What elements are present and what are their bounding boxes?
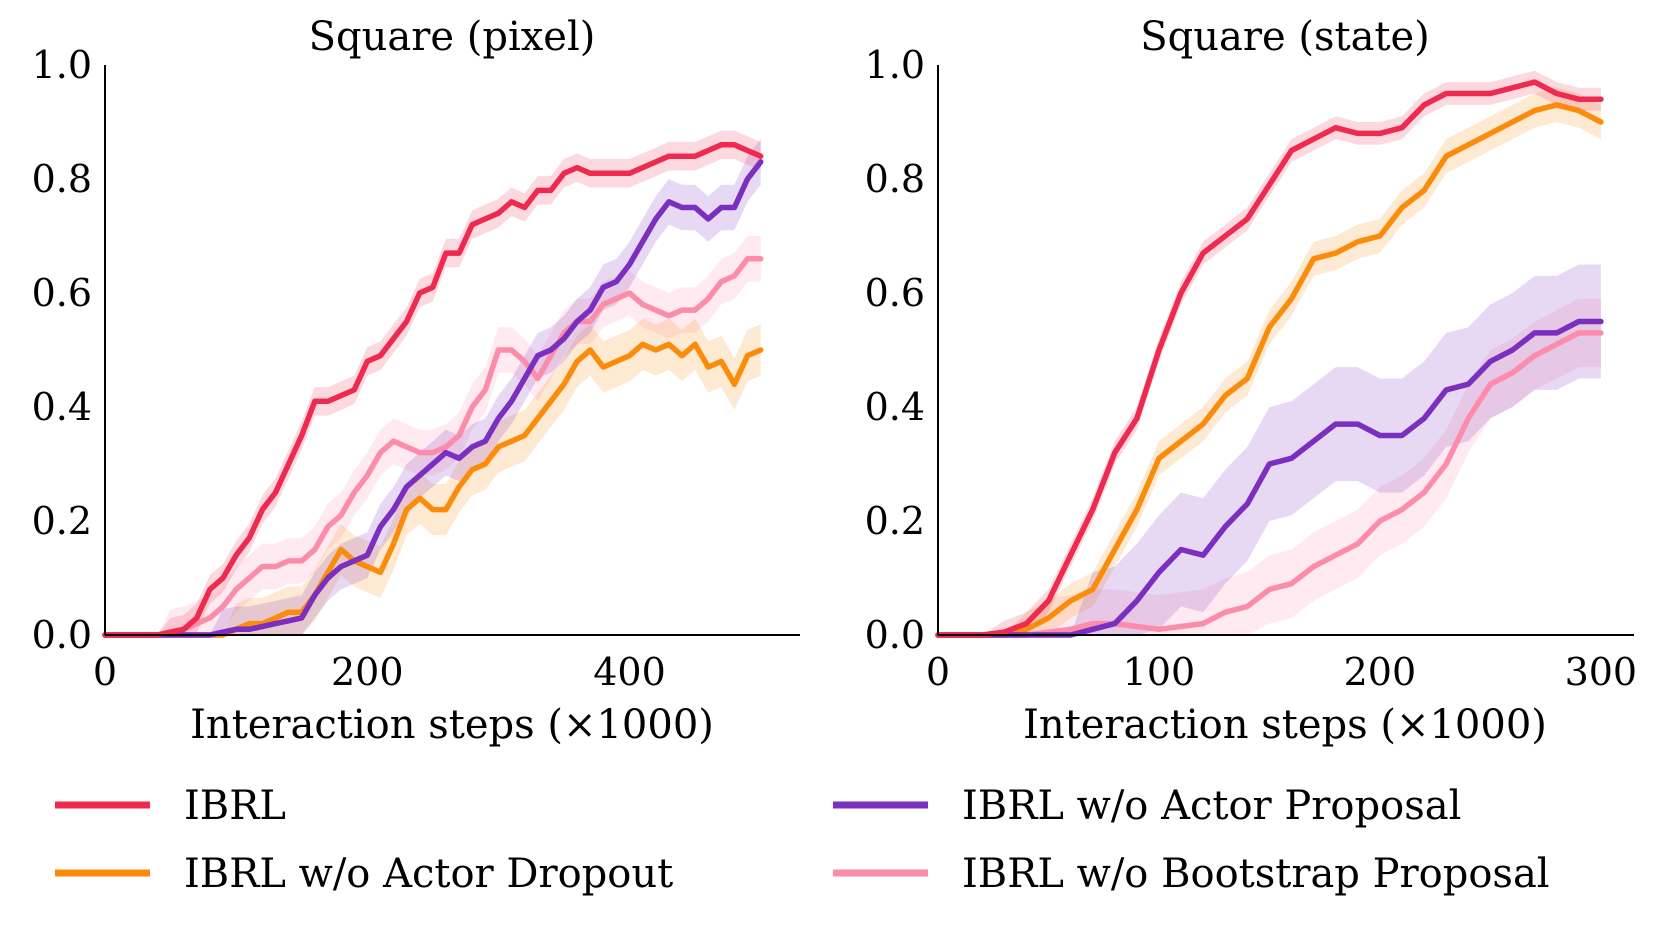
y-tick-label-pixel: 0.4 <box>32 385 92 429</box>
legend-label-actor-proposal: IBRL w/o Actor Proposal <box>962 783 1461 829</box>
line-ibrl-w-o-bootstrap-proposal-state <box>935 330 1604 638</box>
line-ibrl-w-o-bootstrap-proposal-pixel <box>102 256 764 638</box>
y-tick-label-state: 1.0 <box>865 43 925 87</box>
band-ibrl-w-o-actor-dropout-pixel <box>105 318 761 635</box>
x-axis-label-pixel: Interaction steps (×1000) <box>190 702 714 748</box>
x-tick-label-pixel: 200 <box>331 650 404 694</box>
x-tick-label-pixel: 0 <box>93 650 117 694</box>
line-ibrl-state <box>935 79 1604 638</box>
panel-square-pixel: Square (pixel) 0.0 0.2 0.4 0.6 0.8 1.0 0 200 400… <box>32 14 800 748</box>
x-tick-label-state: 300 <box>1565 650 1638 694</box>
confidence-bands-pixel <box>105 130 761 635</box>
legend-label-ibrl: IBRL <box>184 783 286 829</box>
panel-square-state: Square (state) 0.0 0.2 0.4 0.6 0.8 1.0 0 100 200… <box>865 14 1638 748</box>
y-tick-label-pixel: 0.2 <box>32 499 92 543</box>
legend-label-actor-dropout: IBRL w/o Actor Dropout <box>184 851 673 897</box>
y-tick-label-pixel: 0.8 <box>32 157 92 201</box>
chart-title-pixel: Square (pixel) <box>309 14 596 60</box>
legend-label-bootstrap-proposal: IBRL w/o Bootstrap Proposal <box>962 851 1550 897</box>
y-tick-label-state: 0.6 <box>865 271 925 315</box>
x-axis-label-state: Interaction steps (×1000) <box>1023 702 1547 748</box>
legend: IBRL IBRL w/o Actor Dropout IBRL w/o Act… <box>55 783 1550 897</box>
line-ibrl-pixel <box>102 142 764 638</box>
legend-item-actor-proposal: IBRL w/o Actor Proposal <box>833 783 1461 829</box>
legend-item-bootstrap-proposal: IBRL w/o Bootstrap Proposal <box>833 851 1550 897</box>
y-tick-label-pixel: 0.6 <box>32 271 92 315</box>
band-ibrl-w-o-actor-proposal-state <box>938 264 1601 635</box>
y-tick-label-state: 0.2 <box>865 499 925 543</box>
x-tick-label-state: 0 <box>926 650 950 694</box>
chart-title-state: Square (state) <box>1140 14 1430 60</box>
y-tick-label-pixel: 1.0 <box>32 43 92 87</box>
axes-pixel: 0.0 0.2 0.4 0.6 0.8 1.0 0 200 400 <box>32 43 800 694</box>
y-tick-label-state: 0.4 <box>865 385 925 429</box>
x-tick-label-state: 200 <box>1344 650 1417 694</box>
y-tick-label-pixel: 0.0 <box>32 613 92 657</box>
axes-state: 0.0 0.2 0.4 0.6 0.8 1.0 0 100 200 300 <box>865 43 1638 694</box>
x-tick-label-state: 100 <box>1123 650 1196 694</box>
legend-item-ibrl: IBRL <box>55 783 286 829</box>
band-ibrl-w-o-actor-proposal-pixel <box>105 139 761 635</box>
y-tick-label-state: 0.0 <box>865 613 925 657</box>
line-ibrl-w-o-actor-dropout-state <box>935 102 1604 638</box>
band-ibrl-pixel <box>105 130 761 635</box>
y-tick-label-state: 0.8 <box>865 157 925 201</box>
band-ibrl-w-o-bootstrap-proposal-pixel <box>105 236 761 635</box>
series-lines-state <box>935 79 1604 638</box>
x-tick-label-pixel: 400 <box>593 650 666 694</box>
legend-item-actor-dropout: IBRL w/o Actor Dropout <box>55 851 673 897</box>
